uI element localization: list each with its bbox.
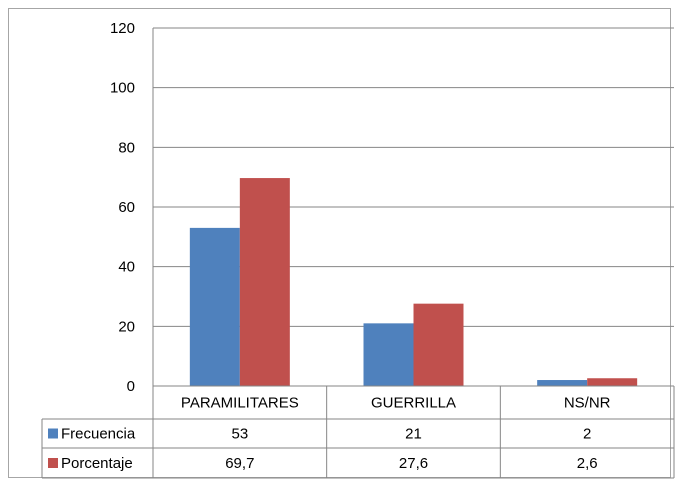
data-table: PARAMILITARES GUERRILLA NS/NR Frecuencia 53 2… — [41, 385, 675, 479]
legend-key-frecuencia — [48, 428, 58, 439]
bar-porcentaje-2 — [587, 378, 638, 386]
y-tick-label: 0 — [127, 378, 135, 395]
legend-label: Porcentaje — [61, 455, 133, 472]
y-tick-label: 60 — [118, 199, 135, 216]
category-label: PARAMILITARES — [181, 395, 299, 412]
data-label: 2 — [583, 426, 591, 443]
data-label: 27,6 — [399, 455, 428, 472]
bar-frecuencia-2 — [537, 380, 588, 386]
data-label: 53 — [231, 426, 248, 443]
bar-frecuencia-0 — [189, 227, 240, 386]
data-label: 21 — [405, 426, 422, 443]
data-label: 69,7 — [225, 455, 254, 472]
category-label: NS/NR — [564, 395, 611, 412]
legend-label: Frecuencia — [61, 426, 136, 443]
bar-frecuencia-1 — [363, 323, 414, 386]
y-tick-label: 20 — [118, 318, 135, 335]
category-label: GUERRILLA — [371, 395, 456, 412]
legend-key-porcentaje — [48, 458, 58, 468]
y-tick-label: 120 — [110, 20, 135, 37]
y-axis-labels: 0 20 40 60 80 100 120 — [110, 20, 135, 395]
y-tick-label: 100 — [110, 80, 135, 97]
chart-frame — [8, 8, 671, 478]
bar-porcentaje-0 — [239, 178, 290, 386]
bars — [189, 178, 638, 386]
y-tick-label: 80 — [118, 139, 135, 156]
y-tick-label: 40 — [118, 259, 135, 276]
bar-porcentaje-1 — [413, 303, 464, 386]
data-label: 2,6 — [577, 455, 598, 472]
